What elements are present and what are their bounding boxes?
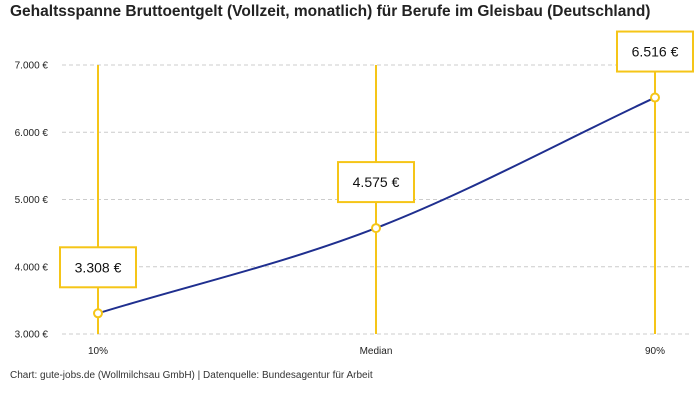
callout-box: [616, 30, 694, 73]
y-tick-label: 7.000 €: [15, 61, 49, 72]
data-point: [93, 308, 103, 319]
data-label: 3.308 €: [75, 259, 122, 275]
x-tick-label: Median: [360, 346, 393, 357]
data-label: 4.575 €: [353, 174, 400, 190]
callout-box: [59, 246, 137, 289]
y-tick-label: 5.000 €: [15, 195, 49, 206]
value-callout: 6.516 €: [616, 30, 694, 73]
value-callout: 3.308 €: [59, 246, 137, 289]
x-tick-label: 10%: [88, 346, 108, 357]
callout-box: [337, 161, 415, 204]
chart-source-note: Chart: gute-jobs.de (Wollmilchsau GmbH) …: [10, 370, 373, 381]
chart-title: Gehaltsspanne Bruttoentgelt (Vollzeit, m…: [10, 3, 651, 20]
value-callout: 4.575 €: [337, 161, 415, 204]
x-tick-label: 90%: [645, 346, 665, 357]
y-tick-label: 3.000 €: [15, 330, 49, 341]
y-tick-label: 6.000 €: [15, 128, 49, 139]
y-tick-label: 4.000 €: [15, 262, 49, 273]
data-point: [371, 223, 381, 234]
data-point: [650, 92, 660, 103]
data-label: 6.516 €: [632, 44, 679, 60]
